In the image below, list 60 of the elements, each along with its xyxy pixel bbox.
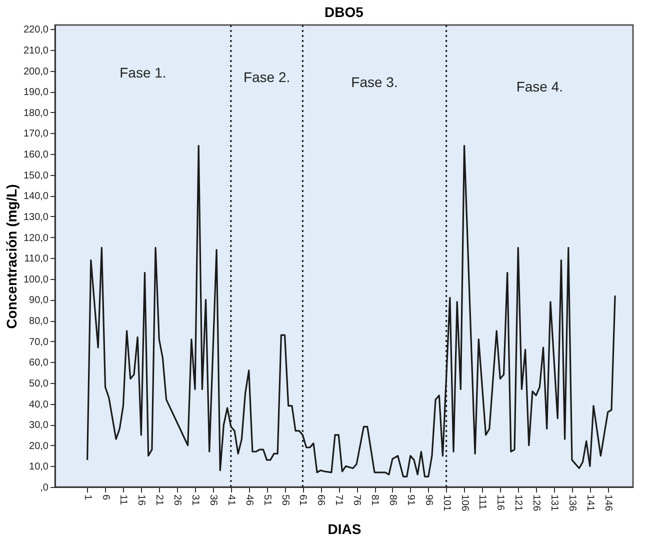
x-tick-label: 81 xyxy=(369,494,380,506)
x-tick-label: 116 xyxy=(494,494,506,511)
x-tick-label: 66 xyxy=(315,494,326,506)
x-tick-label: 71 xyxy=(333,494,344,506)
y-tick-label: 210,0 xyxy=(23,45,49,56)
x-tick-label: 36 xyxy=(207,494,218,506)
x-tick-label: 1 xyxy=(82,494,93,500)
y-tick-label: 190,0 xyxy=(23,87,49,98)
x-tick-label: 91 xyxy=(404,494,416,506)
x-tick-label: 76 xyxy=(351,494,362,506)
y-tick-label: 10,0 xyxy=(29,462,49,473)
y-tick-label: 20,0 xyxy=(29,440,49,452)
y-tick-label: 100,0 xyxy=(23,274,49,286)
x-tick-label: 111 xyxy=(476,494,488,510)
y-tick-label: 160,0 xyxy=(23,150,49,161)
x-tick-label: 106 xyxy=(458,494,470,512)
x-tick-label: 46 xyxy=(243,494,254,506)
y-tick-label: 50,0 xyxy=(29,378,49,390)
y-tick-label: 30,0 xyxy=(29,420,49,432)
y-tick-label: 130,0 xyxy=(23,212,49,223)
x-tick-label: 86 xyxy=(386,494,398,506)
x-tick-label: 6 xyxy=(100,494,111,500)
x-tick-label: 21 xyxy=(154,494,165,506)
x-tick-label: 31 xyxy=(190,494,201,506)
y-tick-label: 80,0 xyxy=(29,316,49,328)
y-axis-title: Concentración (mg/L) xyxy=(3,184,20,329)
x-axis-title: DIAS xyxy=(328,521,362,538)
annotation: Fase 2. xyxy=(243,69,290,86)
y-tick-label: 60,0 xyxy=(29,358,49,369)
y-tick-label: 90,0 xyxy=(29,295,49,306)
x-tick-label: 61 xyxy=(297,494,308,506)
x-tick-label: 41 xyxy=(225,494,236,506)
y-tick-label: 170,0 xyxy=(23,128,49,140)
y-tick-label: 150,0 xyxy=(23,170,49,182)
x-tick-label: 126 xyxy=(530,494,542,512)
annotation: Fase 1. xyxy=(120,64,166,81)
chart-title: DBO5 xyxy=(324,4,364,20)
x-tick-label: 51 xyxy=(261,494,272,506)
x-tick-label: 121 xyxy=(512,494,524,512)
y-tick-label: 220,0 xyxy=(23,24,49,36)
y-tick-label: 120,0 xyxy=(23,232,49,244)
x-tick-label: 101 xyxy=(440,494,452,512)
annotation: Fase 4. xyxy=(516,78,564,94)
x-tick-label: 56 xyxy=(279,494,290,506)
y-tick-label: ,0 xyxy=(40,482,49,494)
annotation: Fase 3. xyxy=(351,74,398,90)
y-tick-label: 200,0 xyxy=(23,66,49,78)
x-tick-label: 16 xyxy=(136,494,147,506)
y-tick-label: 40,0 xyxy=(29,399,49,410)
x-tick-label: 131 xyxy=(548,494,560,512)
x-tick-label: 141 xyxy=(584,494,596,512)
y-tick-label: 70,0 xyxy=(29,336,49,348)
x-tick-label: 11 xyxy=(118,494,129,506)
y-tick-label: 180,0 xyxy=(23,108,49,119)
x-tick-label: 96 xyxy=(422,494,434,506)
y-tick-label: 110,0 xyxy=(24,254,49,265)
x-tick-label: 146 xyxy=(602,494,614,512)
y-tick-label: 140,0 xyxy=(23,191,49,202)
x-tick-label: 26 xyxy=(172,494,183,506)
x-tick-label: 136 xyxy=(566,494,578,512)
